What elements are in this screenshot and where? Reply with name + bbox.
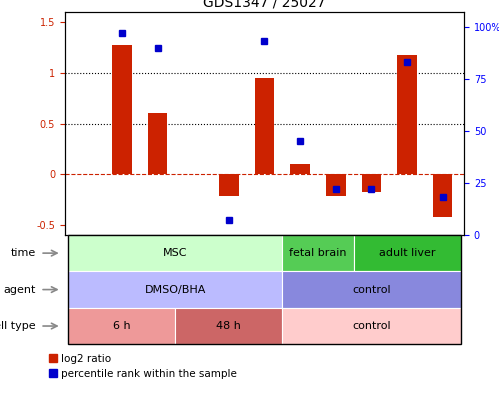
Text: 48 h: 48 h [217,321,241,331]
Bar [175,308,282,344]
Text: time: time [10,248,36,258]
Text: adult liver: adult liver [379,248,435,258]
Title: GDS1347 / 25027: GDS1347 / 25027 [203,0,326,10]
Bar [68,308,175,344]
Text: 6 h: 6 h [113,321,131,331]
Bar [68,235,282,271]
Text: control: control [352,321,391,331]
Bar [290,164,310,174]
Bar [362,174,381,192]
Bar [282,271,461,308]
Bar [112,45,132,174]
Bar [254,78,274,174]
Bar [148,113,167,174]
Text: DMSO/BHA: DMSO/BHA [145,285,206,294]
Bar [68,271,282,308]
Text: agent: agent [3,285,36,294]
Text: fetal brain: fetal brain [289,248,347,258]
Bar [282,235,354,271]
Bar [326,174,345,196]
Text: control: control [352,285,391,294]
Bar [282,308,461,344]
Text: cell type: cell type [0,321,36,331]
Bar [354,235,461,271]
Bar [397,55,417,174]
Bar [219,174,239,196]
Bar [433,174,453,217]
Legend: log2 ratio, percentile rank within the sample: log2 ratio, percentile rank within the s… [45,350,241,383]
Text: MSC: MSC [163,248,188,258]
